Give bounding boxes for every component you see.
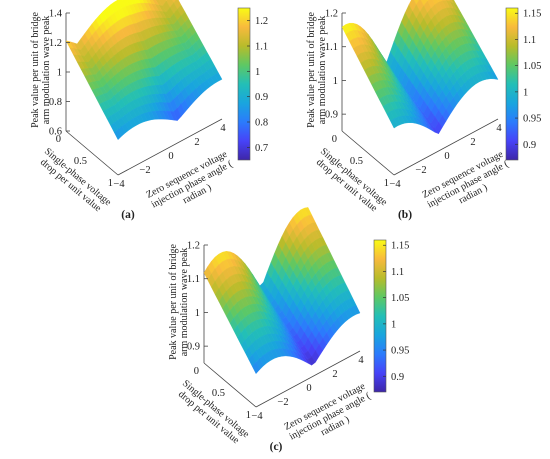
colorbar-tick-label: 0.9 <box>255 92 268 103</box>
z-tick-label: 0.9 <box>187 342 200 353</box>
surface-mesh <box>341 0 499 135</box>
axis-line <box>255 350 361 408</box>
y-tick-label: −4 <box>251 411 263 422</box>
z-tick-label: 1.2 <box>325 9 338 20</box>
z-tick-label: 1.4 <box>49 9 63 20</box>
colorbar-tick-label: 1 <box>523 87 528 98</box>
surface-mesh <box>203 207 361 375</box>
colorbar-tick-label: 0.9 <box>391 372 404 383</box>
z-tick-label: 0.8 <box>49 97 62 108</box>
y-tick-label: 4 <box>496 123 502 134</box>
z-axis-label: Peak value per unit of bridgearm modulat… <box>168 244 190 360</box>
x-tick-label: 1 <box>384 178 389 189</box>
z-axis-label-line: arm modulation wave peak <box>179 248 190 357</box>
colorbar-tick-label: 1 <box>255 67 260 78</box>
axis-line <box>117 118 223 176</box>
z-axis-label: Peak value per unit of bridgearm modulat… <box>30 12 52 128</box>
z-tick-label: 1 <box>195 308 200 319</box>
colorbar-tick-label: 0.7 <box>255 143 268 154</box>
z-axis-label-line: Peak value per unit of bridge <box>306 12 317 128</box>
panel-label: (b) <box>398 209 412 221</box>
axis-line <box>203 362 257 408</box>
x-tick-label: 0.5 <box>212 388 225 399</box>
y-tick-label: 2 <box>194 137 199 148</box>
colorbar-tick-label: 0.95 <box>391 346 409 357</box>
x-tick-label: 0.5 <box>350 156 363 167</box>
y-axis-label: Zero sequence voltageinjection phase ang… <box>282 380 378 452</box>
colorbar-tick-label: 0.8 <box>255 118 268 129</box>
y-tick-label: 2 <box>470 137 475 148</box>
y-tick-label: −2 <box>415 165 426 176</box>
y-tick-label: 4 <box>220 123 226 134</box>
axes-frame <box>203 245 361 408</box>
z-tick-label: 1 <box>57 68 62 79</box>
x-tick-label: 1 <box>108 178 113 189</box>
y-tick-label: 0 <box>168 151 173 162</box>
z-axis-label: Peak value per unit of bridgearm modulat… <box>306 12 328 128</box>
colorbar <box>373 239 387 393</box>
y-tick-label: 0 <box>444 151 449 162</box>
z-axis-label-line: arm modulation wave peak <box>41 16 52 125</box>
colorbar-tick-label: 0.9 <box>523 140 536 151</box>
z-tick-label: 1 <box>333 76 338 87</box>
z-tick-label: 1.2 <box>49 38 62 49</box>
axis-line <box>393 118 499 176</box>
z-tick-label: 1.1 <box>325 42 338 53</box>
x-tick-label: 0 <box>332 134 337 145</box>
colorbar-tick-label: 1 <box>391 319 396 330</box>
axes-frame <box>341 13 499 176</box>
colorbar-tick-label: 0.95 <box>523 114 541 125</box>
colorbar <box>237 7 251 161</box>
colorbar-tick-label: 1.1 <box>523 35 536 46</box>
colorbar-tick-label: 1.15 <box>523 9 541 20</box>
x-tick-label: 0.5 <box>74 156 87 167</box>
z-tick-label: 0.9 <box>325 110 338 121</box>
colorbar-tick-label: 1.2 <box>255 16 268 27</box>
colorbar-tick-label: 1.1 <box>255 42 268 53</box>
colorbar-tick-label: 1.05 <box>523 61 541 72</box>
y-tick-label: 0 <box>306 383 311 394</box>
z-axis-label-line: arm modulation wave peak <box>317 16 328 125</box>
x-tick-label: 0 <box>194 366 199 377</box>
y-tick-label: −2 <box>139 165 150 176</box>
colorbar-tick-label: 1.05 <box>391 293 409 304</box>
y-tick-label: 2 <box>332 369 337 380</box>
x-tick-label: 0 <box>56 134 61 145</box>
colorbar <box>505 7 519 161</box>
y-tick-label: −4 <box>113 179 125 190</box>
y-axis-label: Zero sequence voltageinjection phase ang… <box>420 148 516 220</box>
surface-patch <box>390 118 398 129</box>
z-tick-label: 1.1 <box>187 274 200 285</box>
z-axis-label-line: Peak value per unit of bridge <box>168 244 179 360</box>
z-tick-label: 0.6 <box>49 127 62 138</box>
surface-patch <box>114 129 122 141</box>
panel-label: (a) <box>121 209 135 221</box>
axis-line <box>341 130 395 176</box>
z-axis-label-line: Peak value per unit of bridge <box>30 12 41 128</box>
surface-patch <box>252 361 260 375</box>
colorbar-tick-label: 1.1 <box>391 267 404 278</box>
y-axis-label: Zero sequence voltageinjection phase ang… <box>144 148 240 220</box>
y-tick-label: −4 <box>389 179 401 190</box>
y-tick-label: −2 <box>277 397 288 408</box>
surface-mesh <box>65 0 223 141</box>
axis-line <box>65 130 119 176</box>
z-tick-label: 1.2 <box>187 241 200 252</box>
y-tick-label: 4 <box>358 355 364 366</box>
x-tick-label: 1 <box>246 410 251 421</box>
colorbar-tick-label: 1.15 <box>391 241 409 252</box>
panel-label: (c) <box>270 441 283 453</box>
